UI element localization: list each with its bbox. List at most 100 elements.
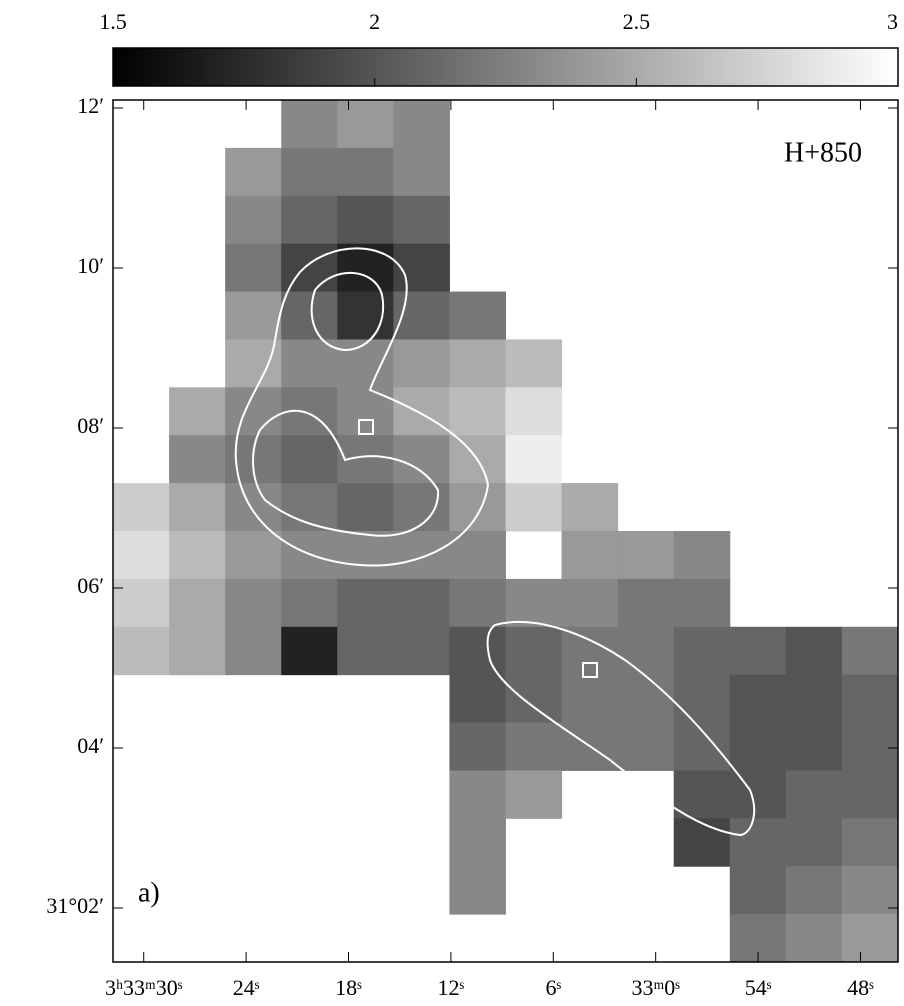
- map-cell: [673, 578, 731, 628]
- map-cell: [449, 339, 506, 388]
- map-cell: [785, 626, 843, 676]
- map-cell: [281, 100, 338, 149]
- map-cell: [393, 387, 450, 436]
- map-cell: [505, 722, 563, 771]
- map-cell: [561, 531, 619, 580]
- map-cell: [617, 722, 675, 771]
- y-tick-label: 06′: [77, 573, 104, 598]
- map-cell: [729, 866, 787, 915]
- map-cell: [841, 770, 898, 819]
- annotation: a): [138, 877, 160, 908]
- map-cell: [841, 818, 898, 867]
- y-tick-label: 10′: [77, 253, 104, 278]
- map-cell: [729, 626, 787, 676]
- map-cell: [113, 531, 170, 580]
- map-cell: [841, 626, 898, 676]
- contours: [234, 247, 756, 837]
- x-tick-label: 48ˢ: [847, 975, 874, 1000]
- colorbar-tick-label: 1.5: [99, 9, 127, 34]
- map-cell: [673, 531, 731, 580]
- x-tick-label: 33ᵐ0ˢ: [631, 975, 680, 1000]
- map-cell: [337, 483, 394, 532]
- map-cell: [729, 674, 787, 724]
- map-cell: [113, 483, 170, 532]
- map-cell: [113, 578, 170, 628]
- marker: [582, 662, 598, 678]
- map-cell: [281, 195, 338, 245]
- map-cell: [505, 578, 563, 628]
- map-cell: [225, 578, 282, 628]
- map-cell: [113, 626, 170, 676]
- colorbar-tick-label: 2.5: [623, 9, 651, 34]
- map-cell: [561, 674, 619, 724]
- map-cell: [169, 435, 226, 484]
- y-tick-label: 08′: [77, 413, 104, 438]
- y-tick-label: 31°02′: [46, 893, 104, 918]
- map-cell: [449, 483, 506, 532]
- map-cell: [785, 818, 843, 867]
- map-cell: [841, 674, 898, 724]
- map-cell: [281, 339, 338, 388]
- map-cell: [505, 483, 563, 532]
- x-tick-label: 18ˢ: [335, 975, 362, 1000]
- map-cell: [337, 578, 394, 628]
- map-cell: [225, 339, 282, 388]
- map-cell: [449, 674, 506, 724]
- map-cell: [225, 243, 282, 293]
- map-cell: [449, 531, 506, 580]
- map-cell: [337, 100, 394, 149]
- map-cell: [561, 578, 619, 628]
- map-cell: [337, 626, 394, 676]
- plot-frame: [112, 99, 899, 963]
- map-cell: [225, 483, 282, 532]
- map-cell: [673, 626, 731, 676]
- marker: [358, 419, 374, 435]
- map-cell: [281, 243, 338, 293]
- y-tick-label: 12′: [77, 93, 104, 118]
- map-cell: [393, 195, 450, 245]
- contour: [252, 409, 440, 537]
- map-cell: [673, 818, 731, 867]
- contour: [310, 271, 385, 352]
- map: [113, 100, 898, 962]
- map-cell: [337, 195, 394, 245]
- map-cell: [841, 722, 898, 771]
- map-cell: [337, 339, 394, 388]
- map-cell: [617, 674, 675, 724]
- map-cell: [449, 578, 506, 628]
- map-cell: [281, 578, 338, 628]
- map-cell: [337, 147, 394, 197]
- map-cell: [281, 147, 338, 197]
- map-cell: [729, 722, 787, 771]
- map-cell: [169, 578, 226, 628]
- map-cell: [785, 722, 843, 771]
- map-cell: [337, 387, 394, 436]
- x-tick-label: 6ˢ: [545, 975, 561, 1000]
- map-cell: [729, 770, 787, 819]
- map-cell: [225, 291, 282, 340]
- map-cell: [673, 674, 731, 724]
- map-cell: [617, 626, 675, 676]
- map-cell: [393, 243, 450, 293]
- map-cell: [281, 291, 338, 340]
- x-tick-label: 3ʰ33ᵐ30ˢ: [105, 975, 183, 1000]
- map-cell: [505, 674, 563, 724]
- map-cell: [505, 387, 563, 436]
- x-tick-label: 24ˢ: [233, 975, 260, 1000]
- map-cell: [225, 626, 282, 676]
- x-tick-label: 54ˢ: [745, 975, 772, 1000]
- map-cell: [449, 387, 506, 436]
- map-cell: [393, 100, 450, 149]
- map-cell: [505, 435, 563, 484]
- map-cell: [561, 483, 619, 532]
- map-cell: [281, 626, 338, 676]
- map-cell: [617, 531, 675, 580]
- map-cell: [449, 626, 506, 676]
- map-cell: [785, 914, 843, 962]
- map-cell: [785, 770, 843, 819]
- map-cell: [225, 195, 282, 245]
- map-cell: [617, 578, 675, 628]
- map-cell: [169, 531, 226, 580]
- x-tick-label: 12ˢ: [438, 975, 465, 1000]
